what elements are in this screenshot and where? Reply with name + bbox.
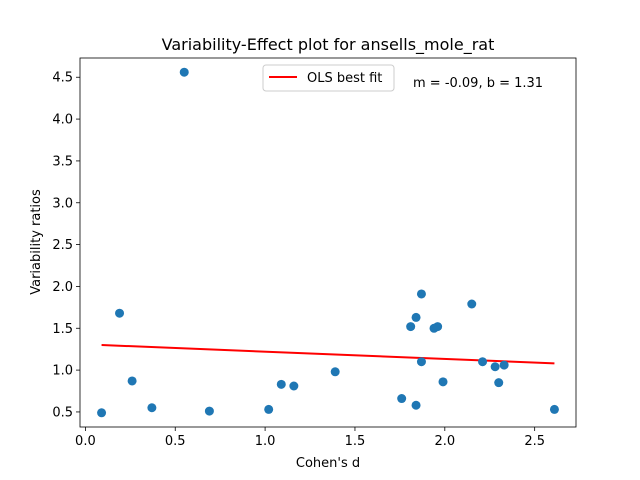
y-tick-label: 3.0	[52, 196, 73, 211]
x-tick-label: 2.5	[524, 434, 545, 449]
legend: OLS best fit	[262, 64, 395, 92]
scatter-point	[147, 403, 157, 413]
scatter-point	[499, 360, 509, 370]
scatter-point	[549, 404, 559, 414]
y-tick-label: 4.5	[52, 71, 73, 86]
y-tick-label: 1.5	[52, 322, 73, 337]
scatter-point	[411, 312, 421, 322]
x-tick-label: 1.0	[255, 434, 276, 449]
scatter-point	[467, 299, 477, 309]
scatter-point	[115, 308, 125, 318]
scatter-point	[276, 379, 286, 389]
scatter-point	[433, 322, 443, 332]
legend-box	[262, 64, 395, 92]
scatter-point	[411, 400, 421, 410]
y-tick-label: 2.5	[52, 238, 73, 253]
scatter-point	[127, 376, 137, 386]
x-tick-label: 0.5	[165, 434, 186, 449]
x-axis-label: Cohen's d	[296, 456, 360, 471]
fit-annotation: m = -0.09, b = 1.31	[413, 76, 543, 91]
plot-area: 0.0 0.5 1.0 1.5 2.0 2.50.51.01.52.02.53.03.54…	[52, 57, 577, 449]
scatter-point	[289, 381, 299, 391]
legend-label-ols: OLS best fit	[307, 71, 382, 86]
y-tick-label: 0.5	[52, 405, 73, 420]
x-tick-label: 2.0	[434, 434, 455, 449]
scatter-point	[264, 404, 274, 414]
scatter-point	[330, 367, 340, 377]
scatter-point	[416, 357, 426, 367]
scatter-point	[97, 408, 107, 418]
chart-title: Variability-Effect plot for ansells_mole…	[162, 35, 495, 55]
y-tick-label: 4.0	[52, 113, 73, 128]
scatter-point	[494, 378, 504, 388]
y-tick-label: 1.0	[52, 364, 73, 379]
scatter-point	[179, 67, 189, 77]
scatter-point	[204, 406, 214, 416]
scatter-point	[406, 322, 416, 332]
scatter-point	[416, 289, 426, 299]
scatter-point	[438, 377, 448, 387]
x-tick-label: 0.0	[75, 434, 96, 449]
y-tick-label: 2.0	[52, 280, 73, 295]
y-tick-label: 3.5	[52, 154, 73, 169]
y-axis-label: Variability ratios	[29, 189, 44, 295]
scatter-point	[397, 394, 407, 404]
axes-frame	[79, 57, 577, 428]
scatter-point	[490, 362, 500, 372]
scatter-point	[478, 357, 488, 367]
x-tick-label: 1.5	[345, 434, 366, 449]
